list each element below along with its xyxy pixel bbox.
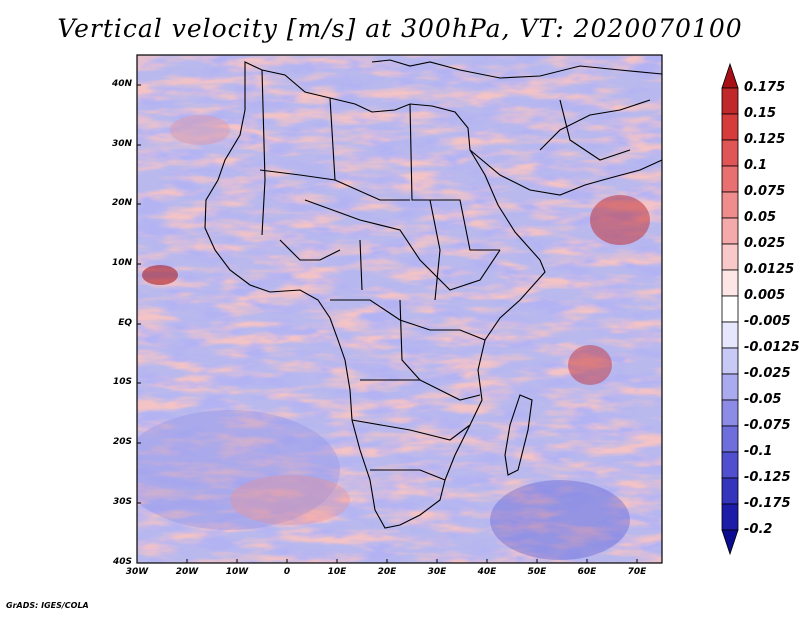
lon-label: 10E — [327, 567, 347, 577]
lon-label: 10W — [225, 567, 249, 577]
colorbar-swatch — [721, 113, 739, 141]
lon-label: 60E — [577, 567, 597, 577]
lon-label: 50E — [527, 567, 547, 577]
lat-label: 30S — [112, 497, 132, 507]
colorbar-label: -0.05 — [744, 392, 782, 407]
colorbar-swatch — [721, 425, 739, 453]
colorbar-swatch — [721, 295, 739, 323]
colorbar-swatch — [721, 165, 739, 193]
colorbar — [721, 62, 739, 556]
colorbar-label: -0.175 — [744, 496, 791, 511]
lon-label: 30E — [427, 567, 447, 577]
colorbar-label: -0.1 — [744, 444, 773, 459]
colorbar-swatch — [721, 243, 739, 271]
lat-label: 40S — [112, 557, 132, 567]
colorbar-swatch — [721, 321, 739, 349]
colorbar-label: 0.175 — [744, 80, 786, 95]
colorbar-label: 0.125 — [744, 132, 786, 147]
lat-label: 40N — [111, 79, 132, 89]
colorbar-label: -0.005 — [744, 314, 791, 329]
coastlines — [204, 59, 662, 529]
lon-label: 30W — [125, 567, 149, 577]
colorbar-label: -0.0125 — [744, 340, 800, 355]
colorbar-swatch — [721, 191, 739, 219]
lon-label: 20W — [175, 567, 199, 577]
plot-frame — [136, 54, 663, 564]
credit-text: GrADS: IGES/COLA — [6, 601, 89, 610]
colorbar-swatch — [721, 139, 739, 167]
colorbar-label: -0.125 — [744, 470, 791, 485]
lon-label: 40E — [477, 567, 497, 577]
colorbar-label: -0.025 — [744, 366, 791, 381]
colorbar-label: 0.0125 — [744, 262, 795, 277]
colorbar-label: 0.005 — [744, 288, 786, 303]
velocity-field — [137, 55, 662, 563]
colorbar-swatch — [721, 62, 739, 89]
colorbar-swatch — [721, 477, 739, 505]
lat-label: 20S — [112, 437, 132, 447]
colorbar-label: 0.075 — [744, 184, 786, 199]
lon-label: 0 — [283, 567, 291, 577]
map-title: Vertical velocity [m/s] at 300hPa, VT: 2… — [57, 14, 743, 43]
colorbar-label: -0.075 — [744, 418, 791, 433]
lat-label: 20N — [111, 198, 132, 208]
colorbar-swatch — [721, 399, 739, 427]
lat-label: 30N — [111, 139, 132, 149]
lat-label: 10S — [112, 377, 132, 387]
colorbar-swatch — [721, 87, 739, 115]
colorbar-swatch — [721, 529, 739, 556]
lat-label: 10N — [111, 258, 132, 268]
colorbar-label: 0.05 — [744, 210, 777, 225]
lon-label: 70E — [627, 567, 647, 577]
colorbar-swatch — [721, 217, 739, 245]
colorbar-swatch — [721, 347, 739, 375]
colorbar-swatch — [721, 451, 739, 479]
colorbar-label: 0.025 — [744, 236, 786, 251]
colorbar-label: 0.1 — [744, 158, 768, 173]
colorbar-swatch — [721, 269, 739, 297]
colorbar-swatch — [721, 373, 739, 401]
colorbar-label: -0.2 — [744, 522, 773, 537]
lat-label: EQ — [118, 318, 132, 328]
lon-label: 20E — [377, 567, 397, 577]
colorbar-swatch — [721, 503, 739, 531]
colorbar-label: 0.15 — [744, 106, 777, 121]
axis-ticks — [137, 84, 638, 563]
